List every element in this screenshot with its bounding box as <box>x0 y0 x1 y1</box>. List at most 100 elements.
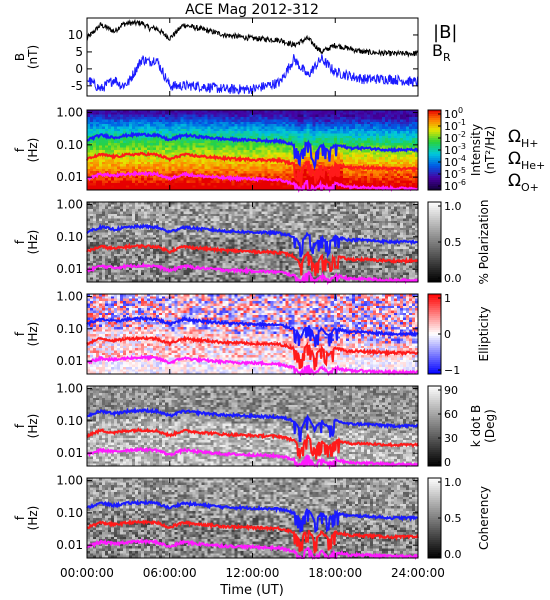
heatmap-cell <box>324 124 329 127</box>
heatmap-cell <box>153 260 157 264</box>
heatmap-cell <box>240 119 244 123</box>
heatmap-cell <box>414 159 419 163</box>
heatmap-cell <box>120 256 124 259</box>
heatmap-cell <box>165 216 169 219</box>
heatmap-cell <box>117 152 121 156</box>
heatmap-cell <box>225 166 229 170</box>
heatmap-cell <box>291 128 296 132</box>
heatmap-cell <box>141 274 145 278</box>
heatmap-cell <box>120 204 124 208</box>
heatmap-cell <box>165 279 169 283</box>
heatmap-cell <box>168 260 172 264</box>
heatmap-cell <box>126 142 130 146</box>
heatmap-cell <box>297 117 302 120</box>
heatmap-cell <box>315 159 320 163</box>
heatmap-cell <box>339 157 344 160</box>
heatmap-cell <box>387 159 392 163</box>
heatmap-cell <box>138 131 142 134</box>
heatmap-cell <box>102 168 106 172</box>
heatmap-cell <box>138 279 142 283</box>
heatmap-cell <box>366 152 371 156</box>
heatmap-cell <box>366 131 371 134</box>
heatmap-cell <box>210 145 214 149</box>
heatmap-cell <box>120 150 124 153</box>
heatmap-cell <box>213 119 217 123</box>
heatmap-cell <box>87 237 91 241</box>
heatmap-cell <box>375 133 380 137</box>
heatmap-cell <box>147 279 151 283</box>
heatmap-cell <box>255 150 259 153</box>
heatmap-cell <box>201 138 205 141</box>
heatmap-cell <box>162 178 166 181</box>
heatmap-cell <box>114 121 118 125</box>
heatmap-cell <box>111 244 115 248</box>
heatmap-cell <box>180 159 184 163</box>
heatmap-cell <box>195 168 199 172</box>
heatmap-cell <box>213 159 217 163</box>
heatmap-cell <box>168 249 172 252</box>
heatmap-cell <box>339 119 344 123</box>
heatmap-cell <box>150 251 154 255</box>
heatmap-cell <box>402 164 407 167</box>
heatmap-cell <box>105 234 109 238</box>
heatmap-cell <box>339 133 344 137</box>
heatmap-cell <box>114 175 118 179</box>
heatmap-cell <box>186 145 190 149</box>
heatmap-cell <box>87 258 91 262</box>
heatmap-cell <box>276 117 280 120</box>
heatmap-cell <box>117 159 121 163</box>
heatmap-cell <box>147 187 151 191</box>
heatmap-cell <box>312 154 317 158</box>
heatmap-cell <box>132 211 136 215</box>
heatmap-cell <box>114 164 118 167</box>
heatmap-cell <box>234 152 238 156</box>
heatmap-cell <box>183 187 187 191</box>
heatmap-cell <box>405 168 410 172</box>
heatmap-cell <box>144 209 148 212</box>
heatmap-cell <box>165 185 169 189</box>
heatmap-cell <box>87 246 91 250</box>
heatmap-cell <box>375 114 380 118</box>
heatmap-cell <box>282 145 286 149</box>
heatmap-cell <box>135 204 139 208</box>
heatmap-cell <box>387 171 392 174</box>
heatmap-cell <box>312 168 317 172</box>
heatmap-cell <box>156 260 160 264</box>
series-line-br <box>86 54 419 95</box>
heatmap-cell <box>408 152 413 156</box>
heatmap-cell <box>135 159 139 163</box>
heatmap-cell <box>138 110 142 113</box>
heatmap-cell <box>300 128 305 132</box>
heatmap-cell <box>177 117 181 120</box>
heatmap-cell <box>372 150 377 153</box>
heatmap-cell <box>318 114 323 118</box>
heatmap-cell <box>180 258 184 262</box>
heatmap-cell <box>93 147 97 151</box>
heatmap-cell <box>93 244 97 248</box>
heatmap-cell <box>120 206 124 210</box>
heatmap-cell <box>102 185 106 189</box>
heatmap-cell <box>90 206 94 210</box>
heatmap-cell <box>195 131 199 134</box>
heatmap-cell <box>102 138 106 141</box>
heatmap-cell <box>132 209 136 212</box>
heatmap-cell <box>165 131 169 134</box>
heatmap-cell <box>135 234 139 238</box>
heatmap-cell <box>117 216 121 219</box>
heatmap-cell <box>120 140 124 144</box>
heatmap-cell <box>333 159 338 163</box>
heatmap-cell <box>117 265 121 269</box>
heatmap-cell <box>210 119 214 123</box>
heatmap-cell <box>366 124 371 127</box>
heatmap-cell <box>225 135 229 139</box>
heatmap-cell <box>93 138 97 141</box>
heatmap-cell <box>222 187 226 191</box>
heatmap-cell <box>162 126 166 130</box>
heatmap-cell <box>141 126 145 130</box>
heatmap-cell <box>132 260 136 264</box>
heatmap-cell <box>240 124 244 127</box>
heatmap-cell <box>129 242 133 245</box>
heatmap-cell <box>165 213 169 217</box>
heatmap-cell <box>384 154 389 158</box>
heatmap-cell <box>270 114 274 118</box>
